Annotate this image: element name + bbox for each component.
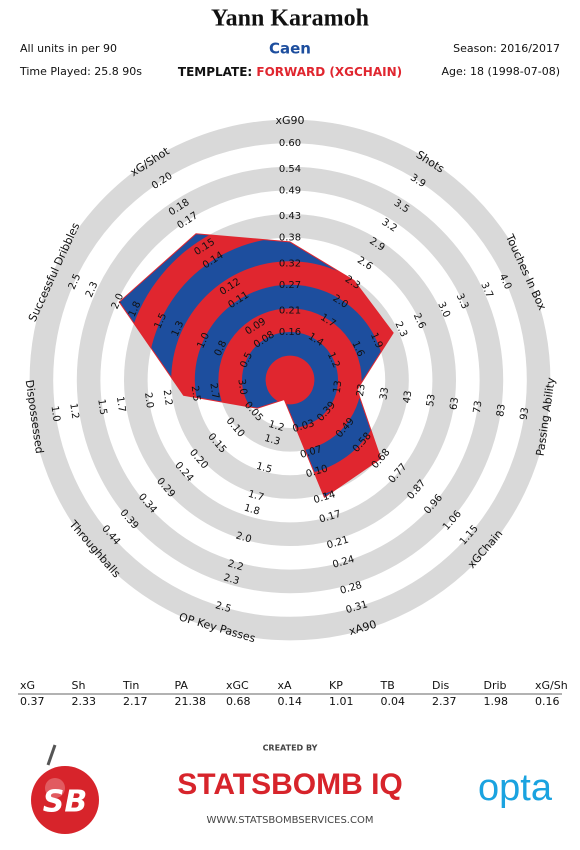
table-header: KP bbox=[329, 679, 343, 692]
logo-ball bbox=[31, 766, 99, 834]
tick-label: 1.5 bbox=[95, 398, 108, 415]
tick-label: 0.32 bbox=[279, 258, 301, 269]
tick-label: 0.49 bbox=[279, 185, 301, 196]
note: Time Played: 25.8 90s bbox=[19, 65, 142, 78]
tick-label: 2.2 bbox=[161, 389, 174, 406]
tick-label: 1.0 bbox=[49, 405, 62, 422]
table-value: 0.14 bbox=[278, 695, 303, 708]
tick-label: 13 bbox=[332, 380, 345, 394]
provider: opta bbox=[478, 767, 553, 809]
logo-shine bbox=[45, 778, 65, 798]
table-header: TB bbox=[380, 679, 395, 692]
tick-label: 0.38 bbox=[279, 233, 301, 244]
tick-label: 73 bbox=[472, 400, 485, 414]
note: All units in per 90 bbox=[20, 42, 117, 55]
tick-label: 2.0 bbox=[142, 392, 155, 409]
tick-label: 1.7 bbox=[114, 396, 127, 413]
tick-label: 1.5 bbox=[255, 461, 273, 476]
tick-label: 83 bbox=[495, 403, 508, 417]
footer: SB CREATED BY STATSBOMB IQ opta WWW.STAT… bbox=[31, 744, 553, 834]
tick-label: 63 bbox=[448, 397, 461, 411]
tick-label: 53 bbox=[425, 393, 438, 407]
tick-label: 93 bbox=[519, 407, 532, 421]
table-value: 2.33 bbox=[72, 695, 97, 708]
table-value: 2.37 bbox=[432, 695, 457, 708]
tick-label: 1.8 bbox=[243, 503, 261, 518]
tick-label: 2.0 bbox=[234, 530, 252, 545]
title: Yann Karamoh bbox=[211, 6, 369, 32]
ring bbox=[29, 119, 551, 641]
tick-label: 1.7 bbox=[247, 489, 265, 504]
table-header: xG bbox=[20, 679, 35, 692]
tick-label: 2.3 bbox=[222, 572, 240, 587]
radar: 0.16 0.21 0.27 0.32 0.38 0.43 0.49 0.54 0.60 xG90… bbox=[23, 114, 558, 645]
tick-label: 2.5 bbox=[189, 385, 202, 402]
tick-label: 0.21 bbox=[279, 306, 301, 317]
tick-label: 0.54 bbox=[279, 164, 301, 175]
stats-table: xG 0.37 Sh 2.33 Tin 2.17 PA 21.38 xGC 0.68 xA 0.14 K… bbox=[20, 679, 568, 708]
brand: STATSBOMB IQ bbox=[177, 768, 403, 801]
tick-label: 2.7 bbox=[207, 382, 220, 399]
radar-shape bbox=[118, 233, 394, 498]
note: Season: 2016/2017 bbox=[453, 42, 560, 55]
tick-label: 0.16 bbox=[279, 327, 301, 338]
logo-fuse bbox=[46, 744, 57, 766]
tick-label: 2.2 bbox=[226, 558, 244, 573]
created-by: CREATED BY bbox=[263, 744, 318, 753]
tick-label: 23 bbox=[355, 383, 368, 397]
tick-label: 33 bbox=[378, 387, 391, 401]
logo-text: SB bbox=[43, 785, 87, 820]
tick-label: 1.2 bbox=[67, 402, 80, 419]
table-value: 1.98 bbox=[484, 695, 509, 708]
tick-label: 3.0 bbox=[235, 378, 248, 395]
tick-label: 0.60 bbox=[279, 138, 301, 149]
template-name: FORWARD (XGCHAIN) bbox=[256, 65, 402, 79]
table-value: 2.17 bbox=[123, 695, 148, 708]
table-value: 1.01 bbox=[329, 695, 354, 708]
team: Caen bbox=[269, 40, 311, 58]
tick-label: 1.2 bbox=[267, 419, 285, 434]
table-header: Drib bbox=[484, 679, 507, 692]
tick-label: 2.5 bbox=[214, 600, 232, 615]
template: TEMPLATE: FORWARD (XGCHAIN) bbox=[178, 65, 402, 79]
table-value: 0.68 bbox=[226, 695, 251, 708]
table-value: 0.16 bbox=[535, 695, 560, 708]
table-value: 0.37 bbox=[20, 695, 45, 708]
table-header: xGC bbox=[226, 679, 249, 692]
table-header: xG/Sh bbox=[535, 679, 568, 692]
table-header: Dis bbox=[432, 679, 450, 692]
axis-name: xG90 bbox=[275, 114, 304, 127]
url: WWW.STATSBOMBSERVICES.COM bbox=[207, 815, 374, 826]
table-header: PA bbox=[175, 679, 189, 692]
table-header: xA bbox=[278, 679, 293, 692]
tick-label: 1.3 bbox=[263, 433, 281, 448]
template-label: TEMPLATE: bbox=[178, 65, 252, 79]
table-value: 0.04 bbox=[381, 695, 406, 708]
note: Age: 18 (1998-07-08) bbox=[442, 65, 560, 78]
table-value: 21.38 bbox=[175, 695, 207, 708]
tick-label: 43 bbox=[402, 390, 415, 404]
table-header: Sh bbox=[72, 679, 86, 692]
tick-label: 0.43 bbox=[279, 211, 301, 222]
radar-band bbox=[265, 355, 315, 405]
ring bbox=[76, 166, 504, 594]
table-header: Tin bbox=[122, 679, 139, 692]
ring bbox=[124, 214, 456, 546]
tick-label: 0.27 bbox=[279, 280, 301, 291]
